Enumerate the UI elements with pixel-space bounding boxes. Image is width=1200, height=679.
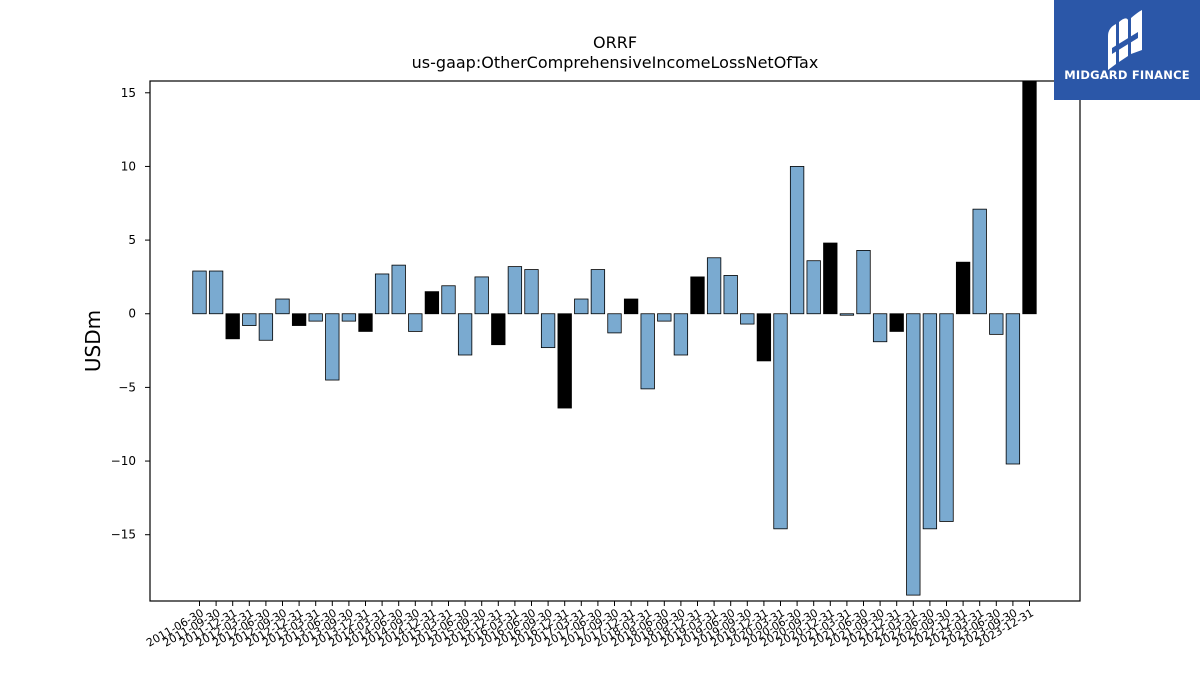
chart-subtitle: us-gaap:OtherComprehensiveIncomeLossNetO… xyxy=(412,53,819,72)
bar-2023-12-31 xyxy=(1022,80,1037,315)
bar-2020-12-31 xyxy=(823,242,838,315)
y-tick-label: −15 xyxy=(111,528,136,542)
bar-2021-12-31 xyxy=(889,313,904,332)
y-tick-label: −5 xyxy=(118,380,136,394)
bar-2012-03-31 xyxy=(242,313,257,326)
bar-2018-12-31 xyxy=(690,276,705,315)
chart-title: ORRF xyxy=(593,33,637,52)
bar-2013-09-30 xyxy=(341,313,357,322)
y-tick-label: 15 xyxy=(121,86,136,100)
bar-2012-09-30 xyxy=(275,298,290,315)
bar-2019-12-31 xyxy=(756,313,772,362)
bar-2011-06-30 xyxy=(192,270,207,315)
bar-2017-09-30 xyxy=(607,313,622,334)
bar-2013-12-31 xyxy=(358,313,373,332)
bar-2018-03-31 xyxy=(640,313,655,390)
bar-2017-03-31 xyxy=(574,298,589,315)
bar-2014-03-31 xyxy=(374,273,390,315)
y-axis: 15 10 5 0 −5 −10 −15 xyxy=(111,86,150,542)
bar-2021-09-30 xyxy=(872,313,888,343)
bar-2021-06-30 xyxy=(856,250,871,315)
brand-name: MIDGARD FINANCE xyxy=(1064,68,1190,82)
bar-2018-09-30 xyxy=(673,313,689,356)
bar-2014-09-30 xyxy=(408,313,423,332)
bar-2013-06-30 xyxy=(325,313,340,381)
bar-2022-06-30 xyxy=(922,313,938,530)
bar-2020-09-30 xyxy=(806,260,821,315)
bar-2016-06-30 xyxy=(524,269,539,315)
bar-2023-06-30 xyxy=(989,313,1004,335)
bar-2014-12-31 xyxy=(424,291,440,315)
bar-2022-09-30 xyxy=(939,313,954,522)
y-tick-label: −10 xyxy=(111,454,136,468)
bar-2015-09-30 xyxy=(474,276,489,315)
y-axis-label: USDm xyxy=(81,310,105,372)
bar-2021-03-31 xyxy=(839,313,855,316)
bar-2016-03-31 xyxy=(507,266,523,315)
bar-2020-06-30 xyxy=(789,166,805,315)
bar-2017-06-30 xyxy=(590,269,606,315)
midgard-logo-icon xyxy=(1108,10,1142,70)
bar-2014-06-30 xyxy=(391,264,406,315)
bar-2012-12-31 xyxy=(291,313,307,326)
bar-2019-09-30 xyxy=(740,313,755,325)
y-tick-label: 5 xyxy=(128,233,136,247)
bar-2015-12-31 xyxy=(491,313,506,346)
x-axis: 2011-06-302011-09-302011-12-312012-03-31… xyxy=(144,601,1036,650)
bar-2015-06-30 xyxy=(457,313,473,356)
y-tick-label: 10 xyxy=(121,159,136,173)
bar-2011-12-31 xyxy=(225,313,240,340)
plot-frame xyxy=(149,80,1081,602)
bar-2013-03-31 xyxy=(308,313,323,322)
bar-2023-09-30 xyxy=(1005,313,1021,465)
bar-2011-09-30 xyxy=(208,270,224,315)
bar-2017-12-31 xyxy=(623,298,639,315)
bar-2012-06-30 xyxy=(258,313,274,341)
bar-2016-09-30 xyxy=(540,313,556,349)
bars-group xyxy=(192,80,1037,596)
bar-2019-03-31 xyxy=(706,257,722,315)
bar-2016-12-31 xyxy=(557,313,572,409)
bar-2022-03-31 xyxy=(906,313,921,596)
bar-2018-06-30 xyxy=(657,313,672,322)
bar-2020-03-31 xyxy=(773,313,788,530)
bar-2023-03-31 xyxy=(972,208,987,315)
y-tick-label: 0 xyxy=(128,307,136,321)
bar-2022-12-31 xyxy=(955,261,971,315)
bar-2015-03-31 xyxy=(441,285,456,315)
brand-logo: MIDGARD FINANCE xyxy=(1054,0,1200,100)
bar-2019-06-30 xyxy=(723,275,738,315)
